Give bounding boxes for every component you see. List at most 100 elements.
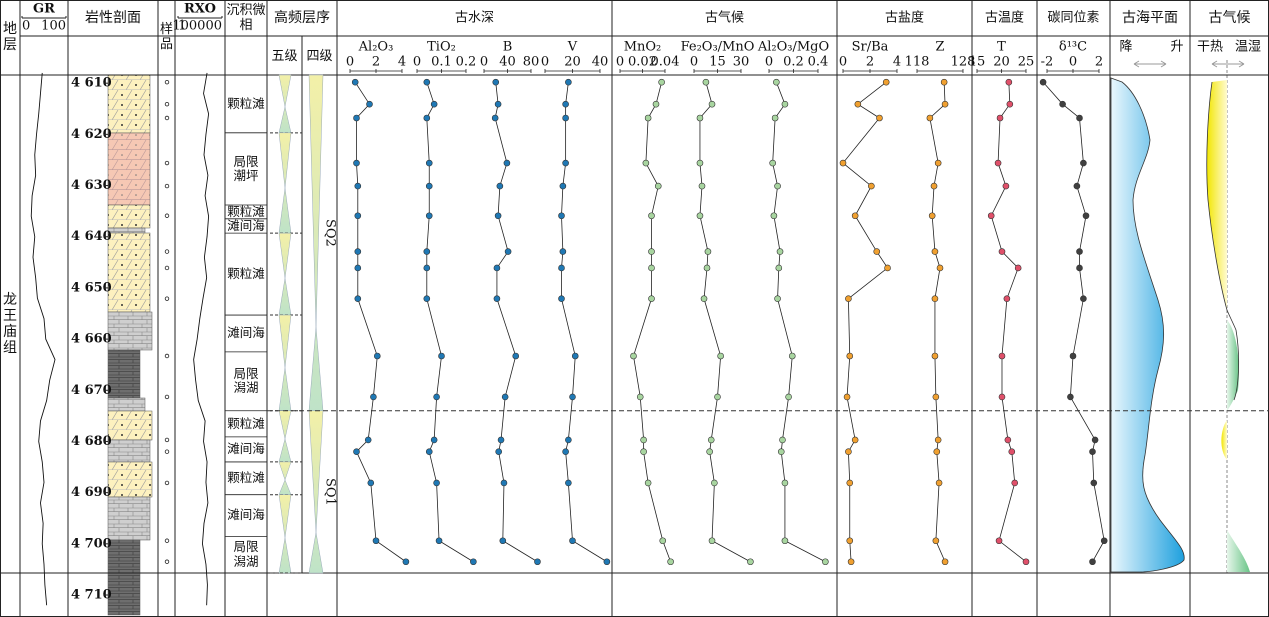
panel-point [353,114,360,122]
panel-point [425,182,433,190]
panel-point [496,182,504,190]
climate-wet-area [1227,530,1250,572]
panel-point [512,352,520,360]
panel-point [640,436,647,444]
panel-point [941,558,949,566]
panel-tick-label: 30 [733,55,750,70]
panel-point [1003,295,1011,302]
depth-tick-label: 4 630 [71,178,112,193]
climate-dry-area [1221,420,1227,460]
gr-name: GR [33,2,55,17]
panel-point [569,537,576,545]
panel-point [648,212,655,220]
panel-point [706,448,713,455]
panel-point [998,248,1006,255]
panel-point [696,114,704,122]
panel-point [425,159,433,167]
panel-point [492,78,500,86]
panel-point [845,295,852,302]
panel-point [559,182,567,190]
panel-point [372,537,380,545]
panel-point [491,114,499,122]
panel-point [998,352,1006,360]
facies-label: 颗粒滩 [227,95,265,111]
panel-tick-label: 40 [592,55,609,70]
panel-point [774,182,781,190]
panel-point [934,159,942,167]
header-climate: 古气候 [1208,9,1251,26]
panel-tick-label: 0 [1069,55,1077,70]
lithology-bed [107,410,153,441]
header-sequence: 高频层序 [274,9,330,26]
panel-point [667,558,674,566]
panel-name: V [567,40,578,55]
panel-point [696,212,704,220]
panel-point [435,537,443,545]
sample [164,296,170,301]
rxo-tick-label: 100000 [172,19,222,34]
panel-point [781,537,789,545]
panel-point [353,159,360,167]
panel-point [1039,78,1047,86]
lithology-bed [107,349,141,399]
panel-point [402,558,410,566]
panel-name: B [503,40,513,55]
panel-point [779,436,786,444]
panel-point [423,295,431,302]
lithology-bed [107,132,151,206]
sea-fall-label: 降 [1119,40,1132,55]
cycle-5-shape [278,461,292,495]
lithology-bed [107,461,153,498]
panel-name: MnO₂ [624,40,662,55]
panel-point [558,264,565,272]
panel-point [1100,537,1108,545]
panel-point [1022,558,1030,566]
panel-point [423,248,431,255]
panel-point [868,182,875,190]
panel-point [1004,436,1012,444]
panel-point [1080,159,1087,167]
panel-name: Sr/Ba [852,40,889,55]
panel-tick-label: 40 [499,55,516,70]
panel-point [423,114,431,122]
panel-tick-label: 0 [480,55,488,70]
header-lithology: 岩性剖面 [85,9,141,26]
climate-wet-label: 温湿 [1235,40,1261,55]
panel-tick-label: 118 [905,55,930,70]
facies-label: 颗粒滩 [227,470,265,486]
panel-point [708,100,716,108]
panel-curve [354,81,407,563]
panel-tick-label: 4 [398,55,406,70]
depth-tick-label: 4 670 [71,383,112,398]
lithology-bed [107,311,153,351]
panel-point [1089,448,1096,455]
depth-tick-label: 4 640 [71,229,112,244]
panel-curve [494,82,538,563]
panel-point [707,436,715,444]
group-title: 古盐度 [885,10,924,26]
panel-point [1090,479,1098,487]
panel-curve [772,82,826,563]
panel-point [1011,479,1019,487]
panel-point [747,558,754,566]
panel-point [565,78,572,86]
panel-point [846,479,854,487]
panel-point [932,393,940,401]
panel-point [470,558,477,566]
lithology-bed [107,539,141,574]
panel-tick-label: 0.02 [628,55,657,70]
lithology-bed [107,496,151,541]
header-facies: 沉积微相 [226,3,266,33]
panel-point [785,393,792,401]
panel-tick-label: -2 [1041,55,1054,70]
facies-label: 颗粒滩 [227,265,265,281]
panel-tick-label: 20 [564,55,581,70]
panel-point [873,248,881,255]
panel-point [351,78,359,86]
panel-point [652,100,660,108]
depth-tick-label: 4 700 [71,536,112,551]
group-title: 古气候 [705,10,744,26]
panel-point [994,159,1002,167]
sample [164,160,170,166]
